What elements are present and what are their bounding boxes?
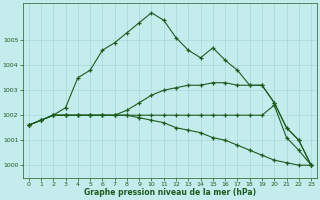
X-axis label: Graphe pression niveau de la mer (hPa): Graphe pression niveau de la mer (hPa) — [84, 188, 256, 197]
